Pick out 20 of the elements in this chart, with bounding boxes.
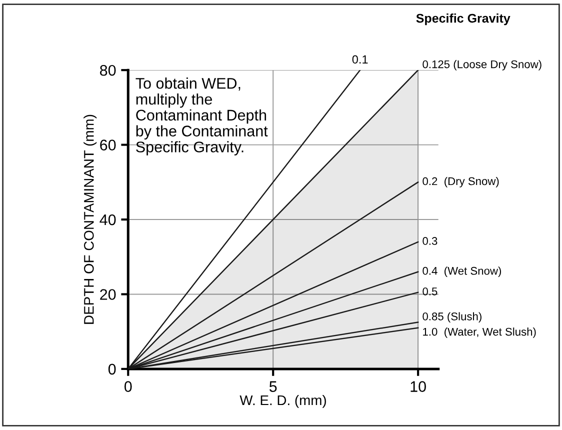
y-tick-label: 80	[100, 64, 116, 76]
y-tick-label: 20	[100, 289, 116, 300]
text: Specific Gravity	[416, 14, 510, 26]
series-label: 0.5	[422, 287, 438, 296]
x-tick-label: 5	[269, 381, 277, 392]
series-label: 0.125 (Loose Dry Snow)	[422, 60, 542, 70]
annotation: To obtain WED, multiply the Contaminant Depth by the Contaminant Specific Gravity.	[136, 78, 268, 156]
x-tick-label: 10	[410, 381, 426, 392]
series-label: 1.0 (Water, Wet Slush)	[423, 328, 536, 338]
y-tick-label: 60	[100, 140, 116, 150]
x-axis-title: W. E. D. (mm)	[240, 394, 326, 408]
series-label: 0.2 (Dry Snow)	[422, 176, 499, 188]
series-label: 0.1	[352, 55, 368, 64]
series-label: 0.4 (Wet Snow)	[422, 266, 501, 277]
y-tick-label: 0	[108, 364, 116, 375]
series-label: 0.85 (Slush)	[422, 312, 482, 323]
x-tick-label: 0	[124, 381, 132, 392]
series-label: 0.3	[422, 237, 438, 245]
y-axis-title: DEPTH OF CONTAMINANT (mm)	[84, 114, 97, 324]
y-tick-label: 40	[100, 214, 116, 226]
